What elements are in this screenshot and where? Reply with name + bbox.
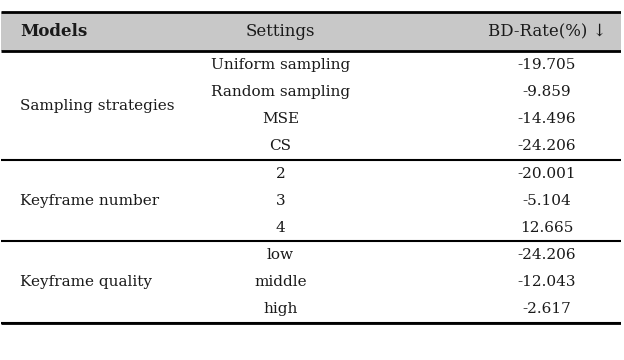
Text: -12.043: -12.043	[518, 275, 576, 289]
Text: Keyframe quality: Keyframe quality	[20, 275, 152, 289]
Text: 3: 3	[276, 194, 285, 208]
Text: middle: middle	[254, 275, 307, 289]
Text: Settings: Settings	[246, 23, 315, 40]
Text: high: high	[263, 302, 298, 316]
Text: 12.665: 12.665	[520, 221, 573, 235]
Text: -14.496: -14.496	[518, 112, 577, 126]
Text: low: low	[267, 248, 294, 262]
Text: -9.859: -9.859	[523, 85, 572, 99]
Text: Models: Models	[20, 23, 87, 40]
Text: -24.206: -24.206	[518, 139, 577, 153]
Text: -19.705: -19.705	[518, 58, 576, 72]
Text: -5.104: -5.104	[523, 194, 572, 208]
Text: Uniform sampling: Uniform sampling	[211, 58, 350, 72]
Text: 2: 2	[276, 167, 285, 181]
Text: -2.617: -2.617	[523, 302, 572, 316]
Bar	[1, 12, 622, 51]
Text: -24.206: -24.206	[518, 248, 577, 262]
Text: 4: 4	[276, 221, 285, 235]
Text: Random sampling: Random sampling	[211, 85, 350, 99]
Text: Keyframe number: Keyframe number	[20, 194, 159, 208]
Text: MSE: MSE	[262, 112, 299, 126]
Text: -20.001: -20.001	[518, 167, 577, 181]
Text: CS: CS	[270, 139, 291, 153]
Text: Sampling strategies: Sampling strategies	[20, 99, 175, 113]
Text: BD-Rate(%) ↓: BD-Rate(%) ↓	[488, 23, 607, 40]
